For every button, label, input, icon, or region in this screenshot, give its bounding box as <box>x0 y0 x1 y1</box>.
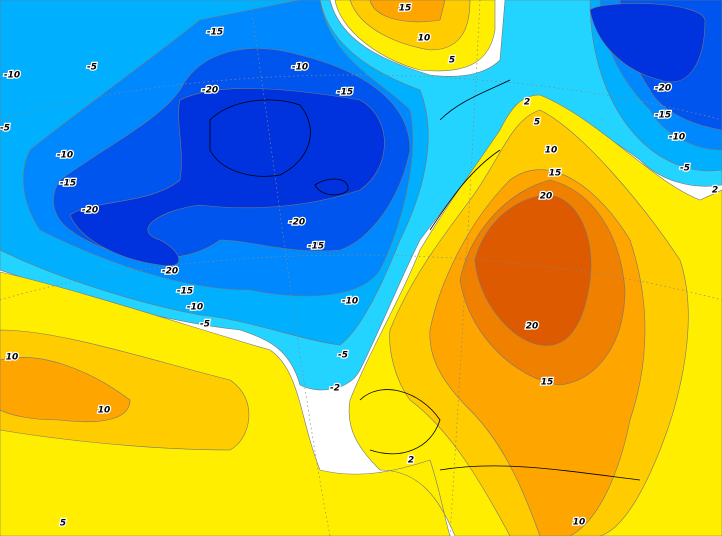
contour-label: -2 <box>330 384 340 394</box>
coast <box>359 79 641 481</box>
contour-label: -5 <box>87 63 97 73</box>
contour-label: 2 <box>408 456 414 466</box>
contour-label: -15 <box>337 88 353 98</box>
meridian <box>449 0 481 536</box>
field-plus-10 <box>0 0 646 536</box>
contour-label: -20 <box>82 206 98 216</box>
contour-label: -20 <box>162 267 178 277</box>
contour-label: 10 <box>418 34 431 44</box>
contour-label: -15 <box>655 111 671 121</box>
contour-label: -10 <box>669 133 685 143</box>
contour-label: 5 <box>534 118 540 128</box>
contour-label: 20 <box>540 192 553 202</box>
contour-label: 2 <box>524 98 530 108</box>
iceland <box>314 178 349 196</box>
contour-label: -10 <box>292 63 308 73</box>
contour-label: -20 <box>289 218 305 228</box>
field-plus-20 <box>474 194 592 346</box>
contour-label: 2 <box>712 186 718 196</box>
contour-label: -20 <box>202 86 218 96</box>
contour-label: -10 <box>57 151 73 161</box>
greenland <box>209 99 311 177</box>
contour-label: 10 <box>98 406 111 416</box>
contour-label: -5 <box>338 351 348 361</box>
contour-label: 15 <box>541 378 554 388</box>
contour-label: -15 <box>207 28 223 38</box>
contour-label: -10 <box>4 71 20 81</box>
contour-label: 5 <box>449 56 455 66</box>
contour-label: -5 <box>680 164 690 174</box>
contour-label: 20 <box>526 322 539 332</box>
contour-label: -10 <box>187 303 203 313</box>
contour-label: 10 <box>573 518 586 528</box>
contour-label: -15 <box>308 242 324 252</box>
contour-label: -10 <box>342 297 358 307</box>
field-minus-20 <box>69 3 706 267</box>
contour-label: 10 <box>6 353 19 363</box>
contour-label: -5 <box>200 320 210 330</box>
contour-label: 5 <box>60 519 66 529</box>
contour-label: 15 <box>399 4 412 14</box>
coastlines <box>209 79 641 481</box>
parallel <box>0 74 722 121</box>
parallel <box>0 254 722 301</box>
contour-label: -5 <box>0 124 10 134</box>
contour-label: 15 <box>549 169 562 179</box>
contour-label: 10 <box>545 146 558 156</box>
contour-label: -20 <box>655 84 671 94</box>
contour-label: -15 <box>60 179 76 189</box>
contour-label: -15 <box>177 287 193 297</box>
